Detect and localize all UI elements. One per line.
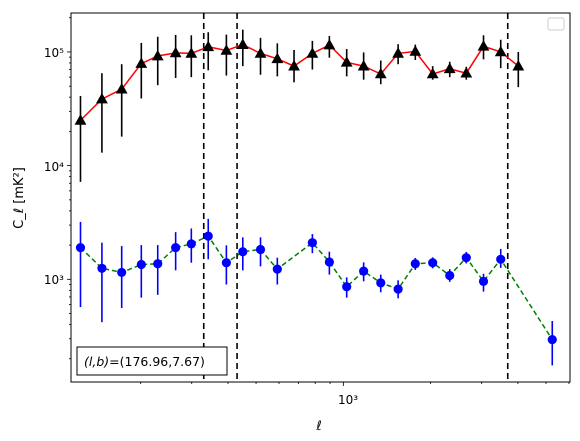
series-1-point xyxy=(307,238,317,248)
series-0-point xyxy=(357,59,370,71)
series-1-point xyxy=(117,267,127,278)
series-1-point xyxy=(547,335,557,345)
legend-box xyxy=(547,17,565,31)
y-tick-label-1e4: 10⁴ xyxy=(44,160,64,174)
series-1-point xyxy=(478,276,489,286)
series-1-point xyxy=(342,282,352,292)
axis-ticks xyxy=(67,17,570,386)
series-1-point xyxy=(428,258,438,268)
series-1-point xyxy=(97,263,107,273)
y-tick-label-1e5: 10⁵ xyxy=(44,46,64,60)
y-axis-label: C_ℓ [mK²] xyxy=(12,167,27,229)
series-0-point xyxy=(151,49,164,61)
x-tick-label: 10³ xyxy=(338,393,358,407)
plot-frame xyxy=(70,12,571,383)
series-0-point xyxy=(271,52,284,64)
series-1-point xyxy=(272,264,282,274)
data-series xyxy=(74,29,557,366)
series-0-point xyxy=(477,40,490,51)
series-0-point xyxy=(443,62,456,74)
series-1-point xyxy=(324,257,334,267)
series-0-point xyxy=(169,46,182,58)
plot-background xyxy=(71,13,570,382)
series-0-point xyxy=(374,67,387,79)
series-1-point xyxy=(410,259,420,269)
series-1-point xyxy=(75,243,86,253)
series-0-point xyxy=(409,45,422,56)
series-1-point xyxy=(445,270,455,281)
series-1 xyxy=(75,218,557,366)
series-0-point xyxy=(494,45,507,57)
series-0-point xyxy=(115,83,128,94)
x-axis-label: ℓ xyxy=(315,419,321,434)
y-tick-label-1e3: 10³ xyxy=(44,273,64,287)
series-1-point xyxy=(376,278,386,288)
series-1-point xyxy=(359,266,369,276)
series-0-point xyxy=(392,47,405,58)
series-0-point xyxy=(426,67,439,79)
series-1-point xyxy=(393,284,403,294)
series-0-point xyxy=(220,44,233,55)
series-0-point xyxy=(288,59,300,71)
series-0-point xyxy=(185,47,198,58)
series-1-point xyxy=(221,258,231,268)
series-0-point xyxy=(96,92,108,104)
series-1-point xyxy=(171,243,181,253)
series-1-point xyxy=(255,244,266,255)
series-0-point xyxy=(323,38,336,50)
series-0-point xyxy=(135,57,148,68)
series-0-point xyxy=(512,59,525,71)
series-1-point xyxy=(153,259,163,269)
series-0-point xyxy=(254,47,267,58)
series-0-point xyxy=(74,114,87,125)
series-1-point xyxy=(203,231,213,241)
series-1-point xyxy=(496,254,506,264)
annotation-box xyxy=(76,346,228,376)
series-1-point xyxy=(238,247,248,257)
series-0-point xyxy=(340,56,353,67)
series-1-point xyxy=(186,239,196,249)
series-0-point xyxy=(202,40,215,52)
series-0 xyxy=(74,29,525,182)
vertical-lines xyxy=(202,13,509,382)
annotation-text: (l,b)=(176.96,7.67) xyxy=(84,354,205,369)
series-0-point xyxy=(306,47,319,58)
series-1-point xyxy=(461,253,471,263)
series-1-point xyxy=(136,259,146,270)
series-0-point xyxy=(236,38,249,49)
series-0-point xyxy=(460,67,473,78)
